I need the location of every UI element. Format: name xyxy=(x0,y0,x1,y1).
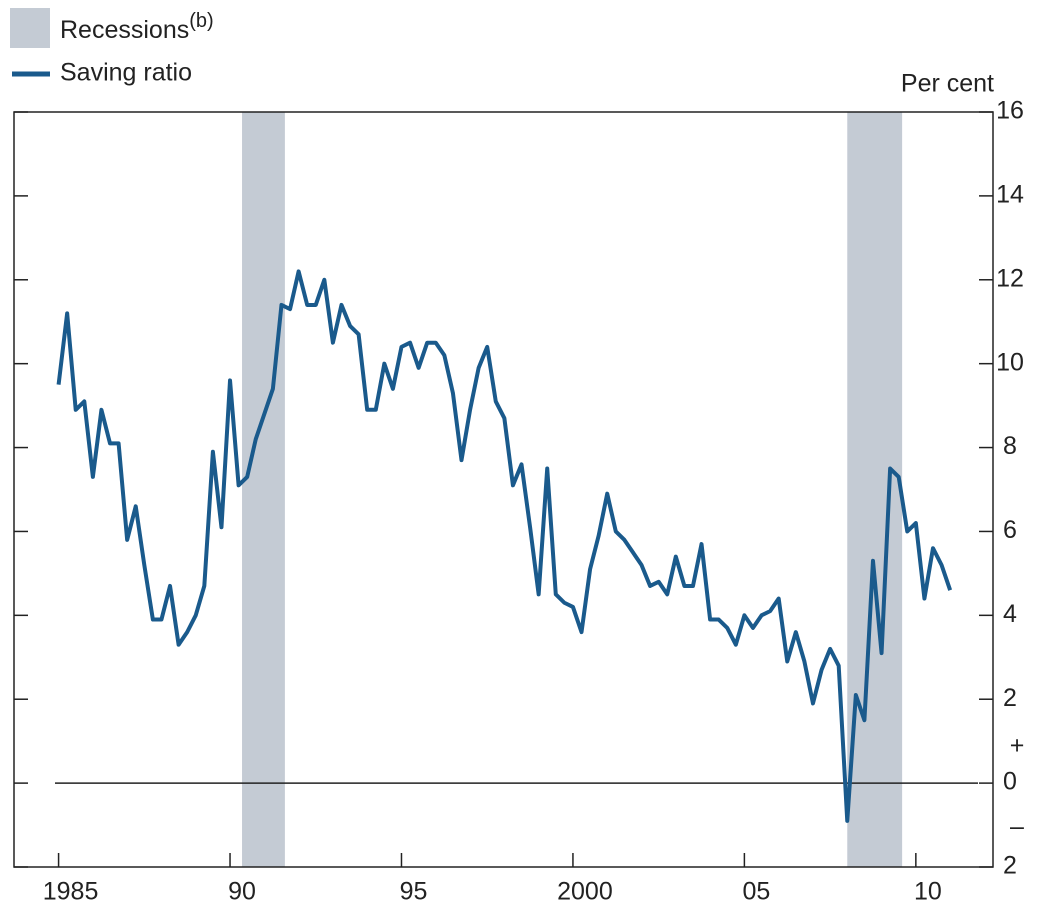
x-tick-label: 10 xyxy=(914,878,942,906)
y-tick-label: 6 xyxy=(1003,516,1017,544)
legend-recession-label: Recessions xyxy=(60,16,189,44)
recession-band xyxy=(242,112,285,867)
y-tick-label: 2 xyxy=(1003,852,1017,880)
y-axis-label: Per cent xyxy=(901,70,994,98)
sign-minus: – xyxy=(1010,813,1024,841)
x-tick-label: 95 xyxy=(400,878,428,906)
x-tick-label: 2000 xyxy=(557,878,613,906)
x-tick-label: 05 xyxy=(742,878,770,906)
y-tick-label: 0 xyxy=(1003,768,1017,796)
x-tick-label: 1985 xyxy=(43,878,99,906)
recession-band xyxy=(847,112,903,867)
y-tick-label: 16 xyxy=(996,97,1024,125)
y-tick-label: 14 xyxy=(996,180,1024,208)
plot-frame xyxy=(13,111,994,868)
sign-plus: + xyxy=(1010,732,1025,760)
y-tick-label: 12 xyxy=(996,264,1024,292)
legend-label: Saving ratio xyxy=(60,59,192,87)
y-tick-label: 8 xyxy=(1003,432,1017,460)
legend-recession-swatch xyxy=(10,8,50,48)
legend-recession-note: (b) xyxy=(189,10,213,32)
y-tick-label: 4 xyxy=(1003,600,1017,628)
x-tick-label: 90 xyxy=(228,878,256,906)
legend-recessions: Recessions(b) xyxy=(60,10,214,43)
y-tick-label: 10 xyxy=(996,348,1024,376)
series-line xyxy=(56,269,953,823)
y-tick-label: 2 xyxy=(1003,684,1017,712)
